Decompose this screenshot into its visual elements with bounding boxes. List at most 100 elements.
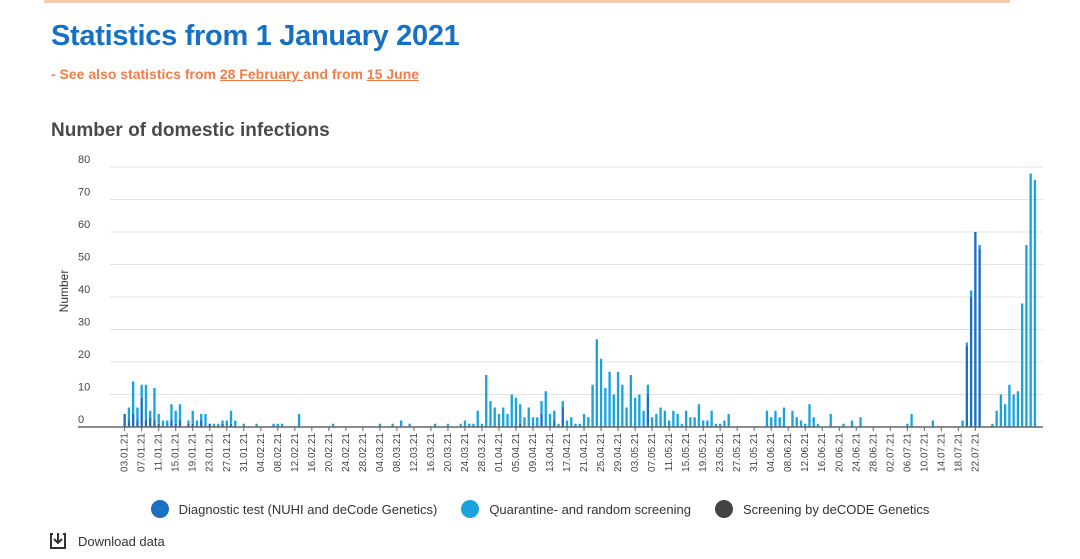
bar-1-122 — [633, 397, 637, 427]
x-tick-label: 09.04.21 — [528, 433, 539, 472]
bar-1-92 — [506, 414, 509, 427]
bar-0-8 — [149, 417, 152, 427]
bar-1-15 — [178, 404, 182, 421]
bar-1-200 — [965, 342, 969, 346]
bar-1-102 — [548, 414, 552, 427]
x-tick-label: 07.05.21 — [647, 433, 658, 472]
bar-1-91 — [502, 407, 505, 427]
legend-item-decode[interactable]: Screening by deCODE Genetics — [714, 500, 930, 518]
bar-1-18 — [191, 410, 194, 424]
bar-1-115 — [604, 388, 607, 427]
bar-1-208 — [999, 394, 1003, 427]
bar-1-186 — [906, 423, 909, 427]
x-tick-label: 08.02.21 — [273, 433, 284, 472]
page-title: Statistics from 1 January 2021 — [51, 20, 460, 52]
bar-1-69 — [408, 423, 411, 427]
download-icon — [50, 533, 66, 549]
bar-0-103 — [553, 420, 556, 427]
bar-1-33 — [255, 423, 258, 427]
bar-1-28 — [234, 420, 237, 427]
x-tick-label: 12.03.21 — [409, 433, 420, 472]
bar-0-20 — [200, 420, 203, 427]
y-tick-label: 60 — [78, 219, 90, 231]
bar-1-85 — [476, 410, 479, 427]
legend-item-diagnostic[interactable]: Diagnostic test (NUHI and deCode Genetic… — [150, 500, 437, 518]
bar-1-162 — [804, 423, 807, 427]
legend-item-quarantine[interactable]: Quarantine- and random screening — [461, 500, 691, 518]
link-15-june[interactable]: 15 June — [366, 66, 420, 82]
bar-1-6 — [140, 384, 143, 398]
bar-0-4 — [132, 414, 135, 427]
bar-0-201 — [969, 297, 973, 427]
bar-1-110 — [582, 414, 586, 427]
bar-1-11 — [161, 420, 165, 427]
bar-0-125 — [646, 394, 650, 427]
bar-1-86 — [480, 423, 484, 427]
bar-1-51 — [331, 423, 335, 427]
bar-0-9 — [153, 420, 156, 427]
bar-1-157 — [782, 407, 786, 427]
download-data-button[interactable]: Download data — [49, 532, 165, 550]
x-tick-label: 24.03.21 — [460, 433, 471, 472]
x-tick-label: 19.01.21 — [188, 433, 199, 472]
link-28-february[interactable]: 28 February — [219, 66, 304, 82]
bar-1-160 — [795, 417, 798, 427]
x-tick-label: 14.07.21 — [936, 433, 947, 472]
x-tick-label: 16.02.21 — [307, 433, 318, 472]
x-tick-label: 04.06.21 — [766, 433, 777, 472]
bar-0-27 — [229, 423, 233, 427]
x-tick-label: 29.04.21 — [613, 433, 624, 472]
bar-1-126 — [650, 417, 654, 427]
bar-0-15 — [178, 420, 182, 427]
bar-1-128 — [659, 407, 662, 427]
bar-1-95 — [519, 404, 522, 424]
x-tick-label: 27.05.21 — [732, 433, 743, 472]
bar-1-88 — [489, 401, 492, 427]
bar-1-133 — [680, 423, 684, 427]
legend-dot-decode — [714, 500, 733, 518]
subtitle-prefix: - See also statistics from — [51, 66, 220, 82]
bar-1-155 — [774, 410, 777, 427]
x-tick-label: 10.07.21 — [919, 433, 930, 472]
x-tick-label: 24.02.21 — [341, 433, 352, 472]
bar-1-175 — [859, 417, 862, 427]
bar-0-95 — [519, 423, 522, 427]
bar-1-163 — [808, 404, 811, 427]
bar-0-200 — [965, 345, 969, 427]
bar-1-159 — [791, 410, 794, 427]
bar-1-67 — [399, 420, 403, 427]
legend-dot-diagnostic — [150, 500, 169, 518]
bar-1-132 — [676, 414, 679, 427]
bar-1-206 — [991, 423, 994, 427]
y-tick-label: 10 — [78, 382, 90, 394]
x-tick-label: 08.03.21 — [392, 433, 403, 472]
bar-1-207 — [995, 410, 998, 427]
bar-0-2 — [123, 414, 126, 427]
bar-1-13 — [170, 404, 173, 421]
y-axis-label: Number — [57, 270, 71, 313]
bar-1-156 — [778, 417, 781, 427]
x-tick-label: 25.04.21 — [596, 433, 607, 472]
x-tick-label: 31.05.21 — [749, 433, 760, 472]
bar-1-120 — [625, 407, 628, 427]
chart-bars — [123, 173, 1037, 427]
bar-1-38 — [276, 423, 279, 427]
x-tick-label: 23.01.21 — [205, 433, 216, 472]
bar-0-203 — [978, 248, 981, 427]
bar-1-90 — [497, 414, 501, 427]
y-tick-label: 70 — [78, 187, 90, 199]
bar-1-27 — [229, 410, 233, 424]
x-tick-label: 24.06.21 — [851, 433, 862, 472]
bar-1-211 — [1012, 394, 1015, 427]
bar-1-24 — [217, 423, 220, 427]
bar-1-129 — [663, 410, 667, 427]
legend-label-decode: Screening by deCODE Genetics — [742, 501, 930, 517]
bar-1-168 — [829, 414, 832, 427]
bar-0-105 — [561, 407, 564, 427]
bar-1-144 — [727, 414, 730, 427]
bar-1-101 — [544, 391, 547, 427]
x-tick-label: 23.05.21 — [715, 433, 726, 472]
x-tick-label: 11.01.21 — [154, 433, 165, 472]
bar-1-136 — [693, 417, 696, 427]
bar-1-130 — [667, 420, 671, 427]
